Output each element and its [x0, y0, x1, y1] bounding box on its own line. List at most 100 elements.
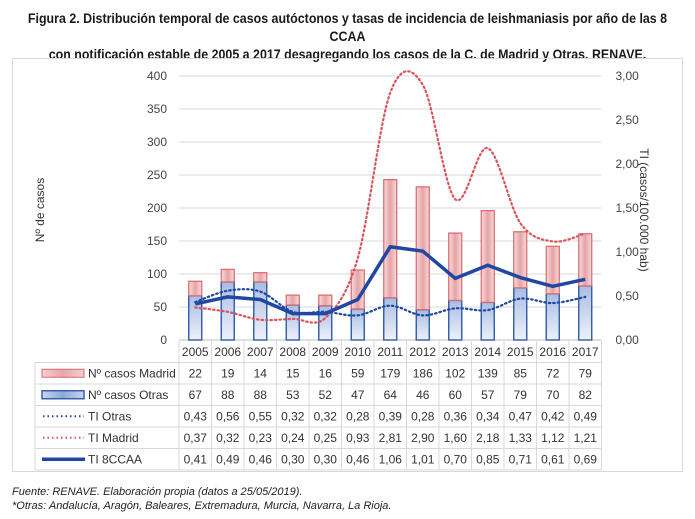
bar-otras [448, 299, 463, 341]
x-tick-label: 2013 [442, 345, 469, 359]
y-tick-label: 250 [147, 168, 167, 182]
data-label: 0,24 [281, 431, 305, 445]
bar-madrid [480, 210, 495, 303]
legend-label: TI Madrid [88, 431, 139, 445]
data-label: 1,06 [379, 452, 403, 466]
y-axis-label: Nº de casos [33, 178, 47, 242]
y2-tick-label: 3,00 [616, 69, 640, 83]
data-label: 0,28 [411, 409, 435, 423]
data-label: 0,49 [574, 409, 598, 423]
y2-tick-label: 2,50 [616, 113, 640, 127]
y-tick-label: 50 [154, 300, 168, 314]
data-label: 64 [384, 388, 398, 402]
data-label: 88 [254, 388, 268, 402]
data-label: 19 [221, 366, 235, 380]
bar-madrid [253, 272, 268, 283]
bar-madrid [415, 186, 430, 311]
bar-otras [513, 287, 528, 341]
data-label: 57 [481, 388, 495, 402]
x-tick-label: 2012 [409, 345, 436, 359]
data-label: 186 [413, 366, 433, 380]
x-tick-label: 2006 [214, 345, 241, 359]
data-label: 79 [514, 388, 528, 402]
data-label: 179 [380, 366, 400, 380]
data-label: 82 [579, 388, 593, 402]
data-label: 0,71 [509, 452, 533, 466]
legend-label: Nº casos Madrid [88, 366, 176, 380]
y-tick-label: 150 [147, 234, 167, 248]
data-label: 0,70 [444, 452, 468, 466]
data-label: 79 [579, 366, 593, 380]
x-tick-label: 2009 [312, 345, 339, 359]
data-label: 72 [546, 366, 560, 380]
data-label: 0,36 [444, 409, 468, 423]
data-label: 0,30 [314, 452, 338, 466]
bar-madrid [318, 294, 333, 307]
data-label: 67 [189, 388, 203, 402]
data-label: 14 [254, 366, 268, 380]
data-label: 15 [286, 366, 300, 380]
y-tick-label: 400 [147, 69, 167, 83]
y-tick-label: 100 [147, 267, 167, 281]
data-label: 1,33 [509, 431, 533, 445]
data-label: 60 [449, 388, 463, 402]
data-label: 0,55 [249, 409, 273, 423]
data-label: 88 [221, 388, 235, 402]
x-tick-label: 2011 [377, 345, 403, 359]
data-label: 0,49 [216, 452, 240, 466]
y-tick-label: 350 [147, 102, 167, 116]
x-tick-label: 2016 [539, 345, 566, 359]
bar-otras [383, 297, 398, 341]
title-line-1: Figura 2. Distribución temporal de casos… [27, 11, 668, 44]
line-ti-otras [194, 288, 587, 317]
data-label: 1,60 [444, 431, 468, 445]
data-label: 0,85 [476, 452, 500, 466]
bar-madrid [188, 280, 203, 297]
legend-label: TI Otras [88, 409, 131, 423]
x-tick-label: 2017 [572, 345, 599, 359]
data-label: 70 [546, 388, 560, 402]
data-label: 0,37 [184, 431, 208, 445]
data-label: 2,18 [476, 431, 500, 445]
data-label: 46 [416, 388, 430, 402]
x-tick-label: 2008 [279, 345, 306, 359]
data-label: 16 [319, 366, 333, 380]
bar-madrid [448, 232, 463, 302]
x-tick-label: 2010 [344, 345, 371, 359]
data-label: 0,43 [184, 409, 208, 423]
data-label: 59 [351, 366, 365, 380]
bar-otras [578, 285, 593, 341]
data-label: 0,34 [476, 409, 500, 423]
x-tick-label: 2015 [507, 345, 534, 359]
legend-key-madrid [41, 368, 85, 378]
data-label: 1,01 [411, 452, 435, 466]
data-label: 85 [514, 366, 528, 380]
x-tick-label: 2014 [474, 345, 501, 359]
data-label: 0,61 [541, 452, 565, 466]
line-ti-8ccaa [194, 244, 586, 316]
data-label: 2,90 [411, 431, 435, 445]
x-tick-label: 2005 [182, 345, 209, 359]
data-label: 0,32 [281, 409, 305, 423]
x-tick-label: 2007 [247, 345, 274, 359]
data-label: 2,81 [379, 431, 403, 445]
bar-madrid [578, 233, 593, 287]
data-label: 0,41 [184, 452, 208, 466]
data-label: 0,30 [281, 452, 305, 466]
data-label: 0,46 [249, 452, 273, 466]
bar-madrid [285, 294, 300, 306]
y2-axis-label: TI (casos/100.000 hab) [637, 148, 651, 271]
data-label: 0,46 [346, 452, 370, 466]
data-label: 0,39 [379, 409, 403, 423]
bar-madrid [383, 179, 398, 299]
y2-tick-label: 0,00 [616, 333, 640, 347]
data-label: 0,32 [216, 431, 240, 445]
data-label: 53 [286, 388, 300, 402]
data-label: 22 [189, 366, 203, 380]
y2-tick-label: 1,00 [616, 245, 640, 259]
data-label: 0,32 [314, 409, 338, 423]
bar-otras [545, 293, 560, 341]
bar-madrid [220, 268, 235, 283]
